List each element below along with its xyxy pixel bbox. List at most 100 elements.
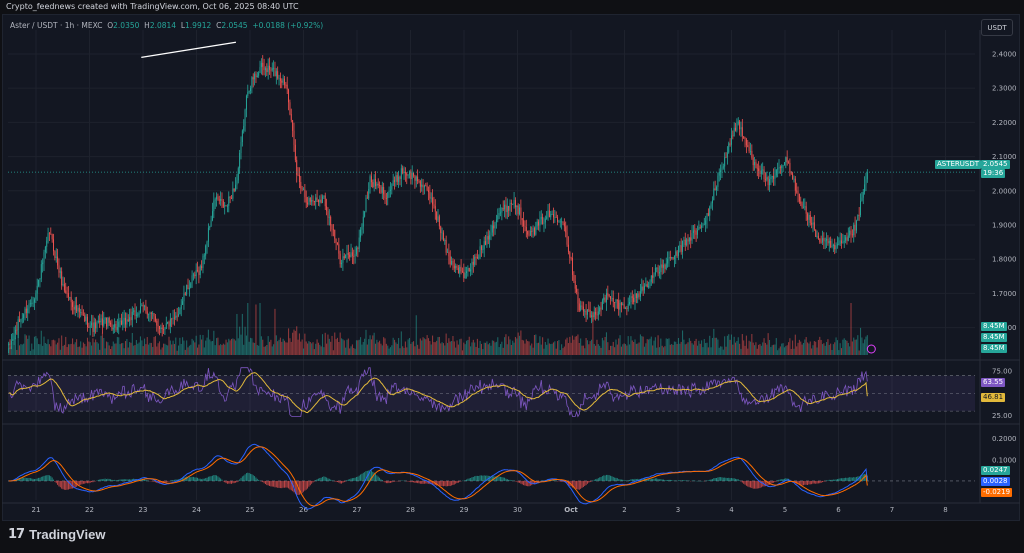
candle-body bbox=[178, 314, 179, 316]
candle-body bbox=[801, 203, 803, 208]
volume-bar bbox=[464, 344, 466, 355]
candle-body bbox=[582, 306, 584, 312]
histogram-bar bbox=[292, 480, 294, 492]
candle-body bbox=[209, 226, 211, 228]
candle-body bbox=[255, 73, 257, 77]
volume-bar bbox=[562, 348, 564, 355]
histogram-bar bbox=[554, 480, 556, 481]
candle-body bbox=[554, 217, 556, 218]
volume-bar bbox=[177, 345, 180, 355]
volume-bar bbox=[243, 344, 245, 355]
candle-body bbox=[42, 262, 44, 265]
histogram-bar bbox=[677, 480, 679, 481]
candle-body bbox=[827, 238, 829, 244]
volume-bar bbox=[521, 339, 523, 355]
volume-bar bbox=[369, 335, 371, 355]
histogram-bar bbox=[108, 478, 110, 481]
histogram-bar bbox=[495, 476, 497, 481]
symbol-line[interactable]: Aster / USDT · 1h · MEXC bbox=[10, 21, 103, 30]
volume-bar bbox=[576, 336, 578, 355]
volume-bar bbox=[551, 343, 553, 355]
candle-body bbox=[607, 293, 609, 296]
volume-bar bbox=[618, 338, 620, 355]
volume-bar bbox=[429, 341, 431, 355]
candle-body bbox=[707, 213, 709, 216]
volume-bar bbox=[273, 344, 275, 355]
volume-bar bbox=[305, 341, 307, 355]
candle-body bbox=[845, 237, 847, 241]
volume-bar bbox=[474, 342, 476, 355]
volume-bar bbox=[821, 344, 824, 355]
histogram-bar bbox=[207, 476, 209, 481]
histogram-bar bbox=[394, 480, 395, 482]
histogram-bar bbox=[160, 480, 162, 484]
histogram-bar bbox=[285, 480, 287, 488]
candle-body bbox=[349, 254, 351, 258]
volume-bar bbox=[176, 350, 178, 355]
histogram-bar bbox=[725, 477, 727, 481]
volume-bar bbox=[244, 326, 246, 355]
volume-bar bbox=[417, 344, 419, 355]
volume-bar bbox=[180, 343, 182, 355]
histogram-bar bbox=[145, 479, 147, 481]
candle-body bbox=[824, 240, 826, 242]
candle-body bbox=[561, 221, 563, 223]
volume-bar bbox=[834, 342, 836, 355]
volume-bar bbox=[254, 342, 256, 355]
volume-bar bbox=[451, 341, 453, 355]
histogram-bar bbox=[59, 480, 61, 488]
candle-body bbox=[191, 275, 193, 284]
chart-frame[interactable] bbox=[2, 14, 1020, 521]
volume-bar bbox=[610, 345, 612, 355]
volume-bar bbox=[616, 344, 618, 355]
histogram-bar bbox=[315, 480, 317, 481]
volume-bar bbox=[673, 341, 675, 355]
candle-body bbox=[687, 239, 689, 242]
candle-body bbox=[237, 168, 239, 181]
candle-body bbox=[697, 229, 698, 235]
histogram-bar bbox=[392, 480, 394, 482]
candle-body bbox=[656, 267, 658, 269]
volume-bar bbox=[662, 347, 665, 355]
high-value: 2.0814 bbox=[149, 21, 177, 30]
volume-bar bbox=[794, 334, 796, 355]
volume-bar bbox=[607, 342, 609, 355]
histogram-bar bbox=[35, 478, 37, 481]
price-axis-tick: 2.4000 bbox=[992, 50, 1017, 58]
histogram-bar bbox=[421, 480, 423, 484]
histogram-bar bbox=[470, 478, 472, 481]
histogram-bar bbox=[444, 480, 446, 486]
volume-bar bbox=[321, 334, 324, 355]
candle-body bbox=[73, 307, 75, 310]
candle-body bbox=[282, 78, 284, 83]
volume-bar bbox=[294, 330, 296, 355]
volume-bar bbox=[638, 342, 640, 355]
histogram-bar bbox=[369, 469, 371, 481]
volume-bar bbox=[646, 339, 648, 355]
histogram-bar bbox=[182, 478, 184, 481]
candle-body bbox=[449, 256, 451, 265]
currency-button[interactable]: USDT bbox=[981, 19, 1013, 36]
volume-bar bbox=[601, 337, 603, 355]
histogram-bar bbox=[46, 475, 48, 481]
volume-bar bbox=[826, 342, 828, 355]
candle-body bbox=[531, 230, 533, 232]
volume-bar bbox=[846, 340, 848, 355]
candle-body bbox=[241, 130, 243, 143]
histogram-bar bbox=[661, 479, 663, 481]
volume-bar bbox=[126, 338, 128, 355]
volume-bar bbox=[696, 345, 699, 355]
histogram-bar bbox=[800, 480, 802, 486]
volume-bar bbox=[404, 341, 406, 355]
volume-bar bbox=[415, 315, 417, 355]
tradingview-logo[interactable]: 17 TradingView bbox=[8, 527, 105, 542]
histogram-bar bbox=[741, 480, 743, 483]
volume-bar bbox=[792, 340, 794, 355]
volume-bar bbox=[236, 313, 238, 355]
candle-body bbox=[351, 252, 353, 256]
volume-bar bbox=[433, 342, 435, 355]
volume-bar bbox=[767, 333, 769, 355]
candle-body bbox=[9, 343, 11, 345]
histogram-bar bbox=[197, 477, 199, 481]
